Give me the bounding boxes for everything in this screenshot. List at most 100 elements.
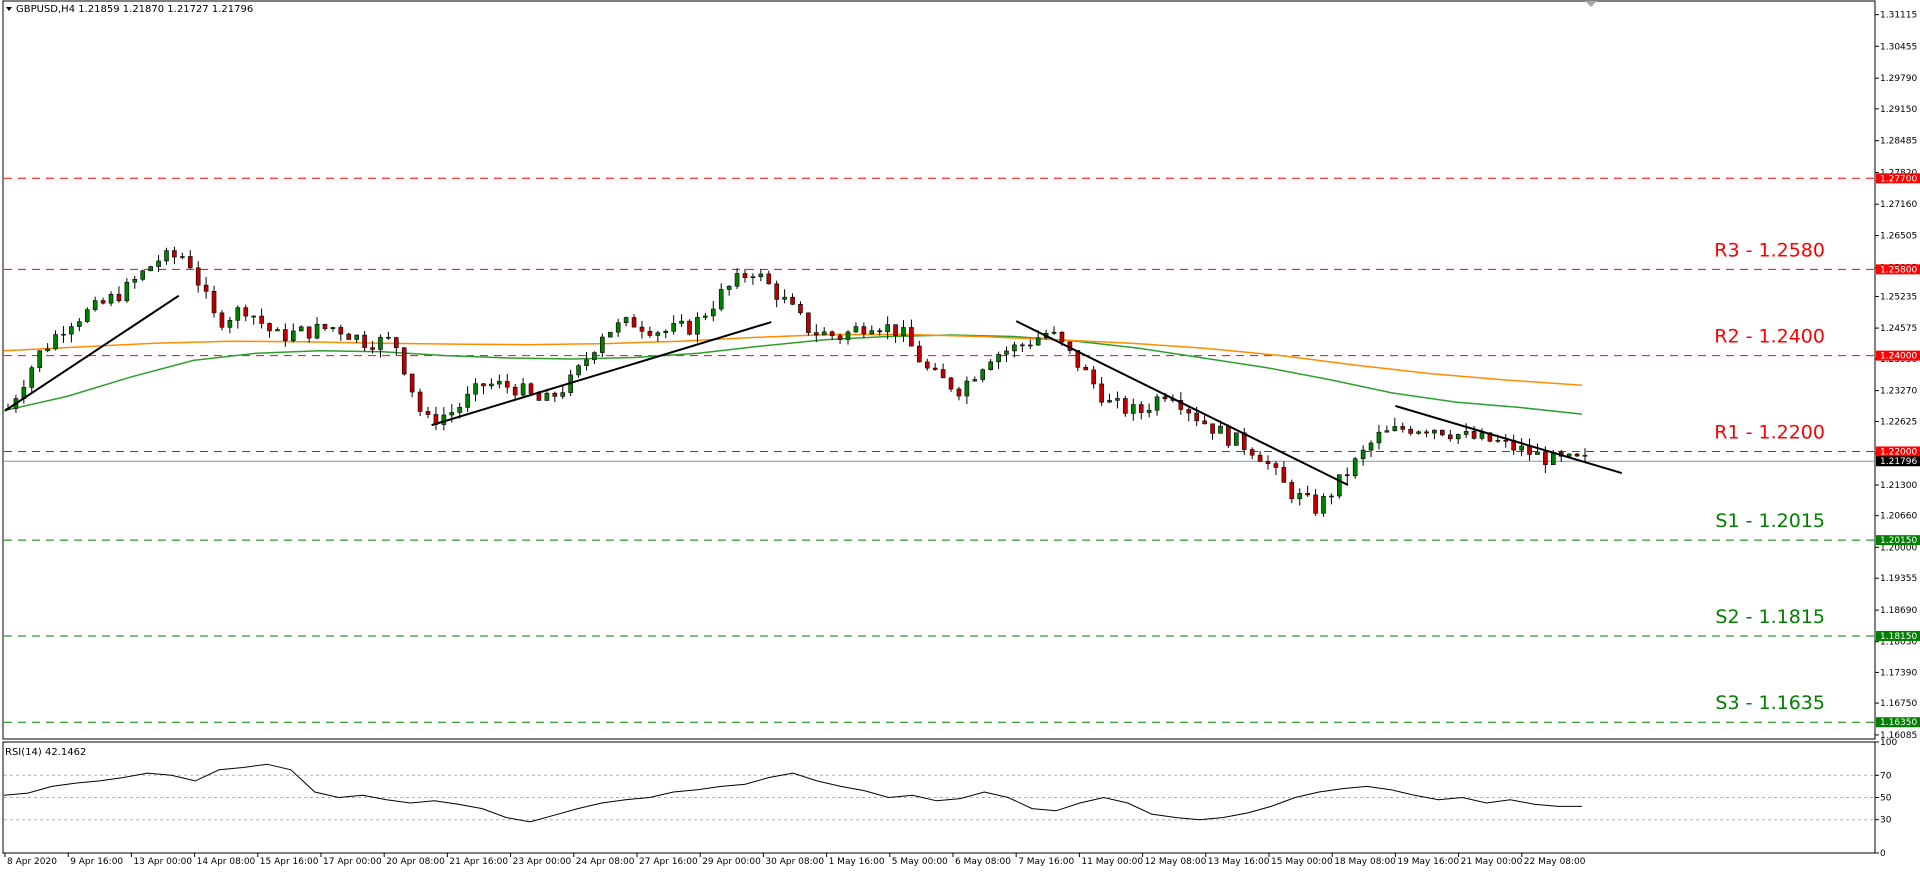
level-price-badge bbox=[1876, 717, 1920, 728]
candle-bearish bbox=[1083, 367, 1089, 371]
candle-bearish bbox=[940, 369, 946, 379]
candle-bullish bbox=[750, 276, 756, 278]
candle-bearish bbox=[243, 307, 249, 317]
candle-bearish bbox=[766, 273, 772, 285]
candle-bullish bbox=[980, 369, 986, 380]
candle-bearish bbox=[1574, 453, 1580, 457]
level-price-badge-text: 1.25800 bbox=[1880, 265, 1917, 275]
candle-bearish bbox=[211, 290, 217, 314]
candle-bullish bbox=[84, 309, 90, 322]
candle-bearish bbox=[370, 347, 375, 350]
level-price-badge-text: 1.16350 bbox=[1880, 718, 1917, 728]
candle-bullish bbox=[489, 383, 494, 387]
candle-bullish bbox=[592, 352, 597, 361]
candle-bullish bbox=[473, 383, 478, 395]
candle-bullish bbox=[734, 273, 740, 287]
trendline[interactable] bbox=[431, 321, 772, 427]
candle-bullish bbox=[1218, 425, 1223, 434]
candle-bullish bbox=[290, 330, 296, 342]
price-tick-label: 1.23270 bbox=[1880, 387, 1917, 397]
candle-bullish bbox=[988, 361, 993, 370]
trendline[interactable] bbox=[1395, 404, 1623, 474]
candle-bearish bbox=[1202, 420, 1207, 425]
candle-bearish bbox=[639, 326, 645, 332]
moving-averages-layer bbox=[3, 333, 1583, 415]
candle-bearish bbox=[322, 323, 328, 329]
candles-layer bbox=[5, 246, 1588, 517]
candle-bullish bbox=[1004, 350, 1009, 355]
rsi-tick-label: 70 bbox=[1880, 771, 1892, 781]
candle-bearish bbox=[1186, 409, 1192, 414]
price-tick-label: 1.26505 bbox=[1880, 232, 1917, 242]
candle-bullish bbox=[180, 256, 185, 258]
triangle-down-icon[interactable] bbox=[6, 7, 12, 11]
time-tick-label: 7 May 16:00 bbox=[1018, 857, 1074, 867]
price-tick-label: 1.31115 bbox=[1880, 11, 1917, 21]
price-axis[interactable]: 1.311151.304551.297901.291501.284851.278… bbox=[1875, 11, 1917, 741]
candle-bearish bbox=[829, 331, 835, 336]
candle-bullish bbox=[584, 359, 589, 366]
level-price-badge bbox=[1876, 630, 1920, 641]
candle-bullish bbox=[457, 407, 463, 413]
candle-bullish bbox=[1352, 458, 1358, 477]
time-tick-label: 12 May 08:00 bbox=[1145, 857, 1207, 867]
candle-bullish bbox=[1130, 404, 1136, 414]
candle-bullish bbox=[378, 336, 383, 350]
candle-bearish bbox=[1344, 474, 1350, 477]
candle-bearish bbox=[1408, 428, 1413, 434]
rsi-panel[interactable]: 100 70 50 30 0 bbox=[3, 738, 1897, 859]
price-tick-label: 1.18690 bbox=[1880, 606, 1917, 616]
candle-bearish bbox=[1543, 451, 1548, 465]
candle-bearish bbox=[1289, 482, 1295, 500]
trendline[interactable] bbox=[4, 294, 180, 412]
price-tick-label: 1.21300 bbox=[1880, 481, 1917, 491]
candle-bearish bbox=[798, 304, 803, 314]
trendlines-layer[interactable] bbox=[4, 294, 1623, 486]
time-tick-label: 29 Apr 00:00 bbox=[702, 857, 761, 867]
candle-bearish bbox=[100, 300, 106, 304]
scroll-marker-icon[interactable] bbox=[1585, 1, 1597, 7]
price-tick-label: 1.25235 bbox=[1880, 292, 1917, 302]
time-axis[interactable]: 8 Apr 2020 9 Apr 16:00 13 Apr 00:00 14 Apr … bbox=[4, 853, 1586, 867]
level-label: R3 - 1.2580 bbox=[1714, 239, 1825, 261]
level-label: R1 - 1.2200 bbox=[1714, 421, 1825, 443]
time-tick-label: 5 May 00:00 bbox=[892, 857, 948, 867]
candle-bearish bbox=[1424, 431, 1429, 434]
time-tick-label: 22 May 08:00 bbox=[1524, 857, 1586, 867]
candle-bearish bbox=[417, 391, 423, 412]
candle-bearish bbox=[1226, 425, 1231, 446]
fast-moving-average-line bbox=[3, 334, 1583, 415]
level-price-badge-text: 1.27700 bbox=[1880, 174, 1917, 184]
candle-bearish bbox=[1020, 344, 1025, 347]
candle-bearish bbox=[1194, 412, 1199, 422]
time-tick-label: 24 Apr 08:00 bbox=[576, 857, 635, 867]
candle-bearish bbox=[1440, 429, 1445, 436]
candle-bullish bbox=[77, 321, 82, 327]
candle-bearish bbox=[1273, 463, 1279, 468]
candle-bullish bbox=[821, 331, 827, 336]
rsi-tick-label: 50 bbox=[1880, 794, 1892, 804]
candle-bullish bbox=[615, 322, 621, 333]
candle-bearish bbox=[401, 347, 407, 375]
price-tick-label: 1.30455 bbox=[1880, 42, 1917, 52]
candle-bearish bbox=[504, 381, 510, 388]
candle-bullish bbox=[92, 300, 98, 310]
candle-bullish bbox=[869, 330, 875, 335]
candle-bearish bbox=[1487, 432, 1493, 442]
trendline[interactable] bbox=[1015, 320, 1349, 486]
candle-bearish bbox=[386, 336, 391, 339]
time-tick-label: 18 May 08:00 bbox=[1334, 857, 1396, 867]
candle-bearish bbox=[1471, 431, 1477, 439]
level-price-badge-text: 1.22000 bbox=[1880, 447, 1917, 457]
candle-bearish bbox=[687, 320, 692, 335]
slow-moving-average-line bbox=[3, 333, 1583, 387]
candle-bearish bbox=[267, 323, 272, 332]
candle-bullish bbox=[845, 331, 851, 340]
candle-bearish bbox=[1305, 493, 1310, 496]
candle-bearish bbox=[956, 388, 962, 397]
level-price-badge bbox=[1876, 535, 1920, 546]
candle-bullish bbox=[600, 336, 605, 353]
candle-bearish bbox=[1138, 404, 1144, 413]
